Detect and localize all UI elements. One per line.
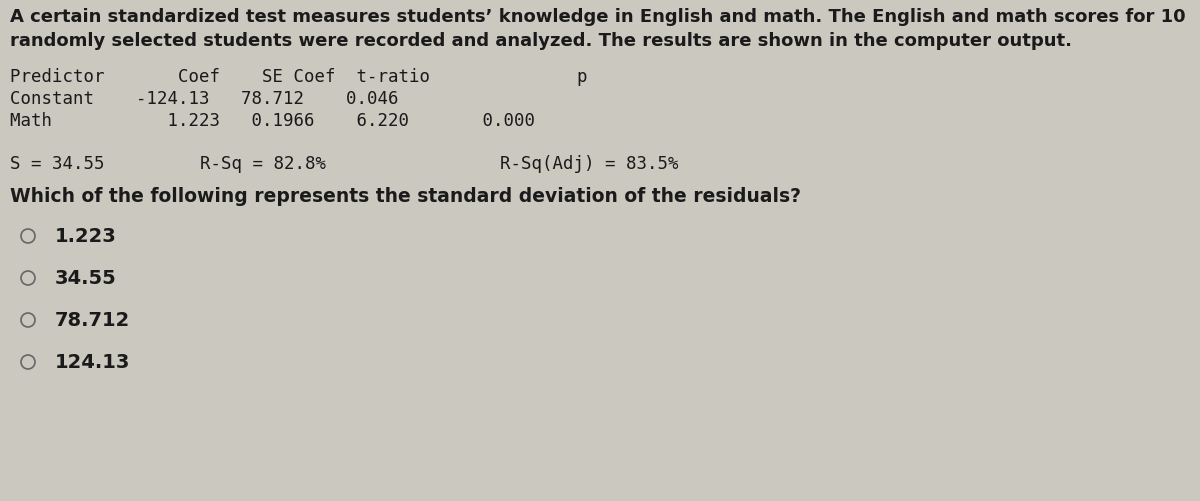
Text: 1.223: 1.223	[55, 226, 116, 245]
Text: 124.13: 124.13	[55, 353, 131, 372]
Text: Predictor       Coef    SE Coef  t-ratio              p: Predictor Coef SE Coef t-ratio p	[10, 68, 588, 86]
Text: S = 34.55: S = 34.55	[10, 155, 104, 173]
Text: Math           1.223   0.1966    6.220       0.000: Math 1.223 0.1966 6.220 0.000	[10, 112, 535, 130]
Text: A certain standardized test measures students’ knowledge in English and math. Th: A certain standardized test measures stu…	[10, 8, 1186, 26]
Text: 78.712: 78.712	[55, 311, 131, 330]
Text: 34.55: 34.55	[55, 269, 116, 288]
Text: randomly selected students were recorded and analyzed. The results are shown in : randomly selected students were recorded…	[10, 32, 1072, 50]
Text: R-Sq = 82.8%: R-Sq = 82.8%	[200, 155, 326, 173]
Text: R-Sq(Adj) = 83.5%: R-Sq(Adj) = 83.5%	[500, 155, 678, 173]
Text: Which of the following represents the standard deviation of the residuals?: Which of the following represents the st…	[10, 187, 802, 206]
Text: Constant    -124.13   78.712    0.046: Constant -124.13 78.712 0.046	[10, 90, 398, 108]
